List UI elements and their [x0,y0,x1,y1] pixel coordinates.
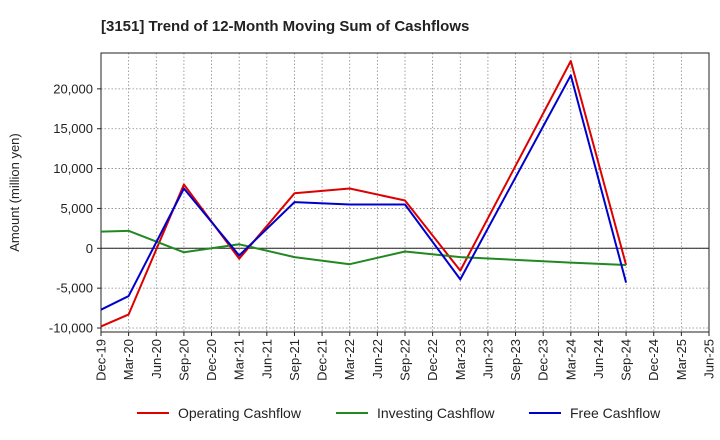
x-tick-label: Dec-23 [536,339,551,381]
y-tick-label: 0 [86,241,93,256]
y-tick-label: 10,000 [53,161,93,176]
x-tick-label: Mar-24 [563,339,578,380]
legend-label: Investing Cashflow [377,405,495,421]
x-tick-label: Dec-24 [646,339,661,381]
x-tick-label: Mar-20 [121,339,136,380]
y-axis-ticks: -10,000 -5,000 0 5,000 10,000 15,000 20,000 [49,81,101,336]
x-tick-label: Mar-23 [453,339,468,380]
legend: Operating Cashflow Investing Cashflow Free… [137,405,661,421]
x-tick-label: Jun-23 [480,339,495,379]
x-tick-label: Sep-21 [287,339,302,381]
x-tick-label: Sep-20 [176,339,191,381]
plot-frame [100,52,710,333]
x-tick-label: Mar-25 [674,339,689,380]
x-tick-label: Jun-22 [370,339,385,379]
x-tick-label: Jun-25 [702,339,717,379]
x-tick-label: Jun-21 [259,339,274,379]
x-tick-label: Dec-22 [425,339,440,381]
x-tick-label: Dec-21 [315,339,330,381]
x-tick-label: Sep-24 [619,339,634,381]
y-tick-label: 15,000 [53,121,93,136]
x-tick-label: Sep-23 [508,339,523,381]
legend-label: Free Cashflow [570,405,661,421]
series-line-free-cashflow [100,74,628,311]
x-tick-label: Mar-22 [342,339,357,380]
series-layer [100,60,628,328]
y-tick-label: -5,000 [56,281,93,296]
series-line-operating-cashflow [100,60,628,328]
y-tick-label: 5,000 [60,201,93,216]
y-tick-label: 20,000 [53,81,93,96]
y-axis-label: Amount (million yen) [7,133,22,252]
x-tick-label: Jun-24 [591,339,606,379]
x-tick-label: Mar-21 [232,339,247,380]
grid [101,53,709,332]
y-tick-label: -10,000 [49,321,93,336]
chart-title: [3151] Trend of 12-Month Moving Sum of C… [101,18,469,35]
x-tick-label: Dec-19 [94,339,109,381]
legend-label: Operating Cashflow [178,405,302,421]
x-tick-label: Sep-22 [398,339,413,381]
x-axis-ticks: Dec-19 Mar-20 Jun-20 Sep-20 Dec-20 Mar-21 Jun-… [94,332,717,381]
x-tick-label: Jun-20 [149,339,164,379]
x-tick-label: Dec-20 [204,339,219,381]
